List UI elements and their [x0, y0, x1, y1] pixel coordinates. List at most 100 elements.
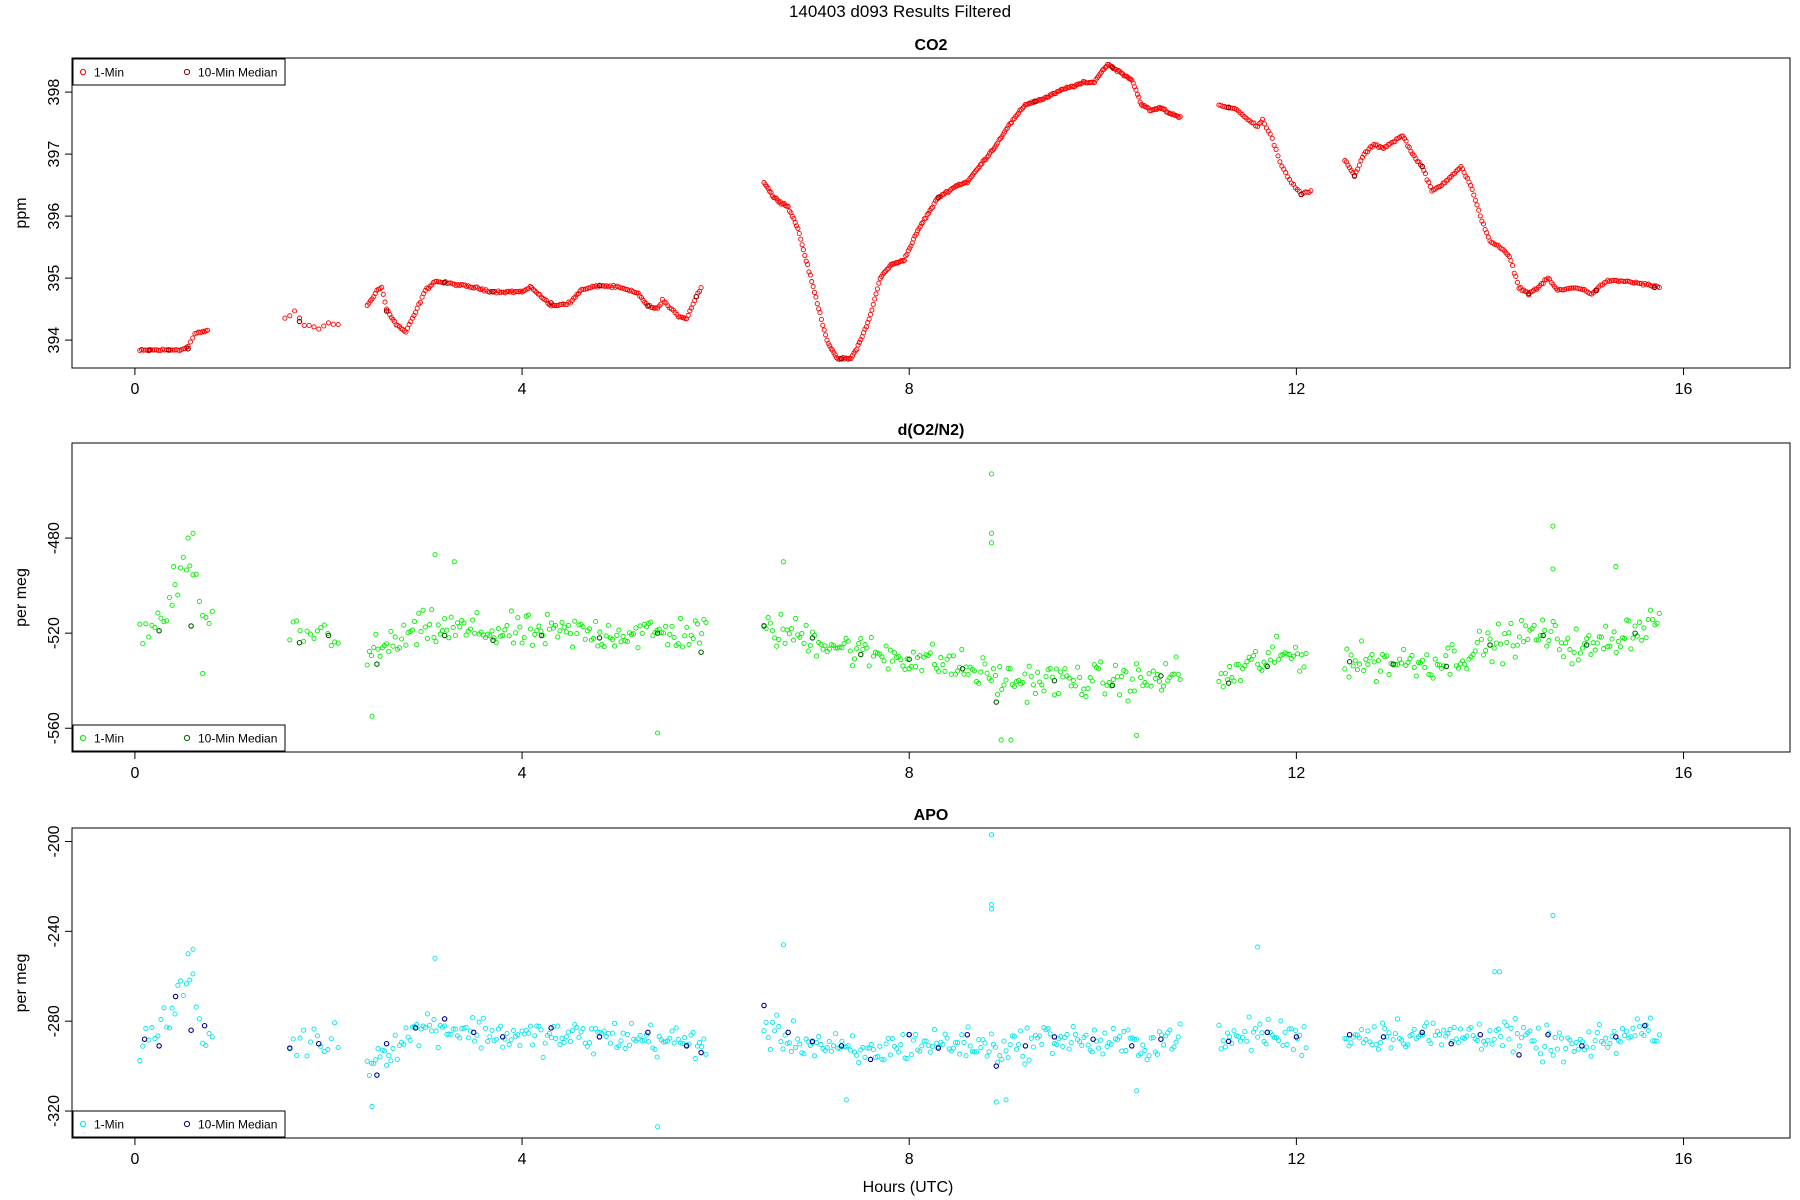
- point-1min: [1030, 682, 1036, 688]
- point-1min: [1020, 679, 1026, 686]
- point-1min: [807, 643, 813, 649]
- point-1min: [1085, 1042, 1091, 1048]
- point-1min: [999, 686, 1005, 692]
- point-1min: [161, 1005, 167, 1011]
- point-1min: [658, 301, 664, 307]
- point-1min: [622, 1045, 628, 1052]
- point-1min: [898, 657, 904, 663]
- point-10min-median: [201, 1022, 208, 1029]
- point-1min: [542, 1040, 548, 1046]
- point-1min: [1240, 666, 1246, 672]
- point-1min: [1148, 683, 1154, 689]
- point-1min: [384, 641, 390, 647]
- point-1min: [366, 1072, 372, 1078]
- point-1min: [1605, 644, 1611, 650]
- point-1min: [1516, 634, 1522, 640]
- point-1min: [881, 658, 887, 664]
- point-1min: [1512, 1016, 1518, 1022]
- point-1min: [1177, 677, 1183, 683]
- point-1min: [586, 626, 592, 632]
- point-1min: [1390, 1037, 1396, 1043]
- point-1min: [1174, 113, 1181, 119]
- point-1min: [1641, 1032, 1647, 1039]
- point-1min: [1441, 663, 1447, 669]
- point-1min: [1525, 636, 1531, 642]
- point-1min: [508, 1037, 514, 1043]
- point-1min: [1510, 643, 1516, 649]
- point-1min: [798, 236, 804, 242]
- point-1min: [196, 598, 202, 604]
- point-10min-median: [441, 1016, 448, 1022]
- point-1min: [618, 285, 624, 291]
- point-1min: [1550, 913, 1556, 919]
- point-1min: [675, 641, 681, 647]
- point-1min: [1132, 84, 1138, 90]
- point-1min: [639, 1038, 645, 1044]
- point-1min: [699, 631, 705, 637]
- point-1min: [971, 668, 977, 674]
- point-1min: [1342, 1035, 1348, 1041]
- point-1min: [416, 610, 422, 616]
- point-1min: [185, 343, 191, 349]
- point-1min: [1556, 647, 1562, 653]
- point-1min: [1259, 1030, 1265, 1036]
- point-1min: [1009, 1033, 1015, 1039]
- point-1min: [1142, 1048, 1148, 1054]
- point-10min-median: [1351, 173, 1358, 179]
- point-1min: [1301, 1024, 1307, 1030]
- point-1min: [1123, 1048, 1129, 1054]
- y-tick-label: 396: [46, 203, 63, 230]
- point-10min-median: [993, 1063, 1000, 1069]
- point-1min: [1634, 1016, 1640, 1022]
- point-1min: [1447, 671, 1453, 677]
- point-1min: [1218, 671, 1224, 677]
- point-1min: [546, 626, 552, 632]
- point-1min: [1222, 1044, 1228, 1050]
- point-1min: [1632, 623, 1638, 629]
- point-1min: [1292, 1027, 1299, 1034]
- point-1min: [1478, 1046, 1485, 1052]
- point-1min: [931, 1027, 938, 1033]
- point-1min: [667, 1035, 673, 1041]
- y-axis-label: per meg: [13, 568, 30, 627]
- point-10min-median: [1022, 1043, 1029, 1049]
- legend-marker: [183, 734, 191, 742]
- point-1min: [1102, 1030, 1108, 1036]
- point-10min-median: [1390, 661, 1396, 667]
- point-1min: [424, 635, 430, 641]
- point-10min-median: [698, 649, 704, 655]
- point-1min: [675, 314, 682, 320]
- point-1min: [800, 247, 806, 253]
- point-1min: [1502, 631, 1508, 637]
- point-1min: [1255, 661, 1261, 667]
- point-1min: [1250, 1029, 1256, 1035]
- point-1min: [1500, 661, 1506, 667]
- point-10min-median: [654, 630, 661, 636]
- point-1min: [1039, 1041, 1045, 1047]
- point-1min: [1129, 676, 1135, 682]
- point-1min: [686, 642, 692, 648]
- point-1min: [924, 212, 930, 218]
- point-1min: [620, 1030, 626, 1036]
- point-1min: [1497, 1033, 1504, 1040]
- point-1min: [1542, 627, 1548, 633]
- point-1min: [1083, 693, 1089, 700]
- point-1min: [1373, 679, 1379, 685]
- point-1min: [769, 1019, 776, 1025]
- point-1min: [1263, 662, 1269, 668]
- point-1min: [1032, 691, 1039, 697]
- point-1min: [807, 272, 813, 278]
- point-1min: [190, 971, 196, 977]
- point-1min: [1514, 279, 1520, 285]
- point-1min: [1481, 652, 1487, 658]
- point-1min: [1636, 619, 1643, 625]
- point-1min: [1131, 688, 1137, 694]
- point-1min: [1150, 1035, 1156, 1041]
- point-1min: [502, 627, 508, 633]
- point-1min: [1227, 1034, 1233, 1040]
- point-1min: [474, 1032, 480, 1038]
- point-1min: [206, 621, 212, 627]
- point-1min: [1535, 637, 1541, 643]
- point-1min: [1159, 687, 1165, 693]
- point-1min: [765, 615, 771, 621]
